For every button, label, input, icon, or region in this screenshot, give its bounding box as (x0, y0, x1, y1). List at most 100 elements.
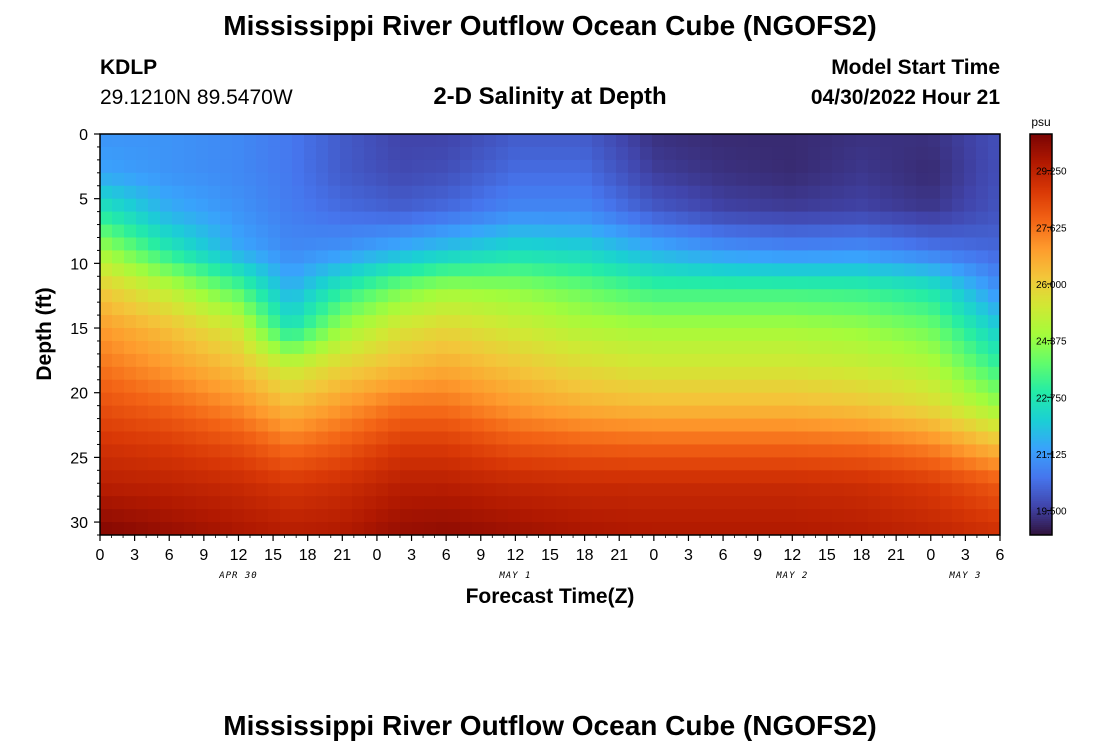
heatmap-cell (544, 353, 557, 368)
heatmap-cell (856, 522, 869, 535)
heatmap-cell (784, 134, 797, 148)
heatmap-cell (928, 496, 941, 510)
heatmap-cell (844, 444, 857, 458)
heatmap-cell (496, 146, 509, 161)
heatmap-cell (208, 392, 221, 407)
heatmap-cell (592, 250, 605, 264)
heatmap-cell (292, 276, 305, 290)
heatmap-cell (808, 263, 821, 277)
colorbar-swatch (1030, 144, 1052, 147)
heatmap-cell (292, 134, 305, 148)
heatmap-cell (268, 263, 281, 277)
heatmap-cell (952, 496, 965, 510)
colorbar-swatch (1030, 402, 1052, 406)
heatmap-cell (664, 134, 677, 148)
heatmap-cell (124, 289, 137, 303)
heatmap-cell (304, 289, 317, 303)
heatmap-cell (328, 392, 341, 407)
heatmap-cell (736, 328, 749, 342)
heatmap-cell (172, 522, 185, 535)
heatmap-cell (664, 289, 677, 303)
heatmap-cell (376, 263, 389, 277)
heatmap-cell (820, 366, 833, 381)
heatmap-cell (172, 237, 185, 252)
heatmap-cell (160, 224, 173, 239)
heatmap-cell (196, 418, 209, 433)
heatmap-cell (136, 328, 149, 342)
heatmap-cell (412, 509, 425, 523)
heatmap-cell (184, 509, 197, 523)
heatmap-cell (472, 289, 485, 303)
y-tick-label: 5 (79, 192, 88, 209)
heatmap-cell (988, 315, 1000, 329)
heatmap-cell (364, 211, 377, 226)
x-tick-label: 18 (853, 547, 871, 564)
heatmap-cell (508, 328, 521, 342)
heatmap-cell (712, 418, 725, 433)
colorbar-swatch (1030, 506, 1052, 510)
heatmap-cell (772, 276, 785, 290)
heatmap-cell (568, 353, 581, 368)
heatmap-cell (268, 289, 281, 303)
heatmap-cell (652, 444, 665, 458)
heatmap-cell (820, 509, 833, 523)
colorbar-swatch (1030, 364, 1052, 368)
heatmap-cell (352, 276, 365, 290)
heatmap-cell (604, 159, 617, 174)
colorbar-swatch (1030, 436, 1052, 440)
heatmap-cell (184, 379, 197, 394)
heatmap-cell (472, 340, 485, 355)
heatmap-cell (700, 353, 713, 368)
heatmap-cell (700, 418, 713, 433)
heatmap-cell (844, 289, 857, 303)
heatmap-cell (676, 392, 689, 407)
heatmap-cell (568, 418, 581, 433)
heatmap-cell (124, 340, 137, 355)
colorbar-swatch (1030, 312, 1052, 315)
heatmap-cell (832, 224, 845, 239)
heatmap-cell (592, 340, 605, 355)
heatmap-cell (640, 496, 653, 510)
heatmap-cell (484, 172, 497, 187)
heatmap-cell (892, 146, 905, 161)
heatmap-cell (124, 328, 137, 342)
heatmap-cell (148, 224, 161, 239)
heatmap-cell (664, 392, 677, 407)
heatmap-cell (256, 146, 269, 161)
heatmap-cell (244, 237, 257, 252)
heatmap-cell (892, 392, 905, 407)
heatmap-cell (832, 470, 845, 484)
heatmap-cell (952, 198, 965, 213)
heatmap-cell (664, 353, 677, 368)
heatmap-cell (700, 470, 713, 484)
heatmap-cell (880, 289, 893, 303)
heatmap-cell (748, 250, 761, 264)
heatmap-cell (712, 315, 725, 329)
model-start-time: 04/30/2022 Hour 21 (810, 86, 1000, 109)
heatmap-cell (244, 431, 257, 446)
heatmap-cell (352, 496, 365, 510)
heatmap-cell (976, 276, 989, 290)
heatmap-cell (136, 418, 149, 433)
colorbar-swatch (1030, 384, 1052, 388)
heatmap-cell (856, 470, 869, 484)
heatmap-cell (712, 444, 725, 458)
colorbar-swatch (1030, 190, 1052, 193)
colorbar-swatch (1030, 366, 1052, 370)
heatmap-cell (160, 444, 173, 458)
heatmap-cell (664, 509, 677, 523)
heatmap-cell (940, 444, 953, 458)
colorbar-swatch (1030, 204, 1052, 207)
heatmap-cell (124, 483, 137, 497)
heatmap-cell (592, 211, 605, 226)
heatmap-cell (868, 392, 881, 407)
heatmap-cell (652, 340, 665, 355)
heatmap-cell (508, 276, 521, 290)
heatmap-cell (868, 134, 881, 148)
heatmap-cell (628, 509, 641, 523)
heatmap-cell (784, 250, 797, 264)
heatmap-cell (160, 418, 173, 433)
heatmap-cell (328, 289, 341, 303)
heatmap-cell (196, 289, 209, 303)
heatmap-cell (832, 276, 845, 290)
